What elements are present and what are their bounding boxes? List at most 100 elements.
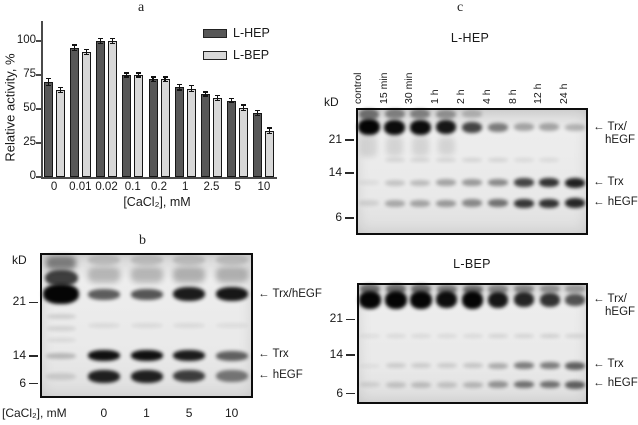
gel-band xyxy=(513,158,534,163)
lane-label: 5 xyxy=(185,406,193,420)
gel-band xyxy=(173,266,206,283)
gel-band xyxy=(384,179,405,186)
error-bar-cap xyxy=(229,102,235,104)
gel-band xyxy=(215,287,248,302)
gel-band xyxy=(386,136,404,157)
gel-band xyxy=(359,382,380,388)
error-bar-cap xyxy=(150,80,156,82)
error-bar-cap xyxy=(267,132,273,135)
marker-label: 14 xyxy=(12,347,26,362)
error-bar-cap xyxy=(255,109,261,111)
gel-band xyxy=(539,292,560,307)
y-axis-line xyxy=(41,21,43,179)
gel-band xyxy=(46,352,77,359)
error-bar-cap xyxy=(176,83,182,86)
gel-band xyxy=(436,199,457,207)
x-tick-label: 10 xyxy=(257,181,271,193)
lane-label: 1 xyxy=(143,406,150,420)
gel-lbep-title: L-BEP xyxy=(453,257,491,271)
marker-dash xyxy=(346,318,355,321)
gel-band xyxy=(436,109,457,119)
marker-label: 14 xyxy=(329,346,343,361)
error-bar xyxy=(47,78,49,86)
gel-band xyxy=(130,255,163,266)
gel-band xyxy=(384,290,407,309)
gel-band xyxy=(462,334,483,339)
error-bar xyxy=(59,87,61,93)
marker-dash xyxy=(346,392,355,395)
gel-band xyxy=(358,119,380,136)
error-bar-cap xyxy=(241,104,247,106)
gel-band xyxy=(358,200,379,207)
gel-band xyxy=(487,122,508,132)
gel-band xyxy=(487,158,508,163)
y-tick xyxy=(36,40,41,42)
gel-band xyxy=(565,361,586,370)
gel-band xyxy=(488,284,509,294)
gel-band xyxy=(215,323,248,328)
error-bar xyxy=(99,38,102,44)
gel-band xyxy=(44,269,78,286)
error-bar-cap xyxy=(57,92,63,94)
error-bar-cap xyxy=(110,43,116,45)
gel-band xyxy=(513,178,534,188)
gel-band xyxy=(436,158,457,163)
error-bar xyxy=(178,84,180,90)
x-axis-line xyxy=(41,177,277,179)
gel-band xyxy=(462,290,483,309)
band-arrow-label: ← Trx/ xyxy=(593,120,627,133)
gel-band xyxy=(436,291,458,309)
gel-band xyxy=(513,362,534,370)
gel-band xyxy=(565,198,586,209)
gel-band xyxy=(462,179,482,187)
gel-band xyxy=(488,362,509,369)
gel-band xyxy=(410,109,431,120)
error-bar-cap xyxy=(176,89,182,91)
gel-band xyxy=(384,109,405,120)
gel-band xyxy=(436,334,457,339)
gel-band xyxy=(436,363,457,369)
error-bar-cap xyxy=(71,44,77,46)
gel-band xyxy=(410,179,431,186)
gel-band xyxy=(409,119,431,135)
lane-label: 10 xyxy=(225,406,239,420)
x-tick-label: 0.1 xyxy=(124,181,141,193)
error-bar-cap xyxy=(162,76,168,78)
y-tick xyxy=(36,142,41,144)
gel-lhep-kd-label: kD xyxy=(324,95,339,109)
error-bar xyxy=(257,110,259,116)
error-bar xyxy=(190,85,192,92)
gel-band xyxy=(539,198,560,208)
error-bar xyxy=(126,72,128,78)
gel-band xyxy=(539,362,560,370)
gel-lhep-title: L-HEP xyxy=(450,31,490,45)
gel-band xyxy=(565,334,586,339)
error-bar-cap xyxy=(202,95,208,97)
error-bar-cap xyxy=(98,37,104,39)
gel-band xyxy=(539,123,560,132)
marker-label: 21 xyxy=(328,131,342,146)
gel-band xyxy=(359,363,380,368)
gel-band xyxy=(539,285,560,294)
gel-band xyxy=(411,334,432,339)
gel-band xyxy=(215,370,248,383)
x-tick-label: 0.2 xyxy=(151,181,167,193)
gel-band xyxy=(46,338,76,342)
error-bar-cap xyxy=(150,76,156,78)
gel-band xyxy=(360,135,378,158)
y-tick xyxy=(36,176,41,178)
marker-label: 21 xyxy=(12,294,26,309)
gel-band xyxy=(215,350,248,361)
band-arrow-label: ← Trx/ xyxy=(593,292,627,305)
gel-band xyxy=(411,284,432,295)
gel-band xyxy=(87,266,120,283)
y-tick-label: 100 xyxy=(16,34,36,46)
gel-band xyxy=(565,123,586,131)
error-bar-cap xyxy=(71,49,77,52)
gel-band xyxy=(462,363,483,369)
error-bar xyxy=(164,77,166,82)
